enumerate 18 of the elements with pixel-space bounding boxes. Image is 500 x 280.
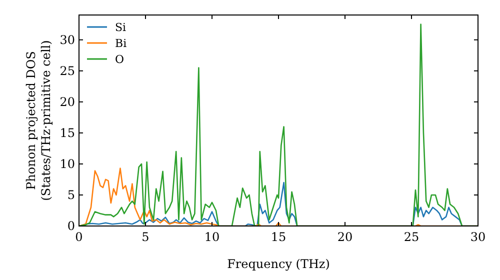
y-tick-label: 0 [67, 219, 75, 233]
x-axis-title: Frequency (THz) [227, 257, 330, 271]
x-tick-label: 20 [337, 230, 353, 244]
y-axis-title: Phonon projected DOS (States/THz·primitive cell) [24, 40, 53, 201]
x-tick-label: 25 [404, 230, 420, 244]
legend-label: O [115, 53, 124, 66]
x-tick-label: 15 [270, 230, 286, 244]
x-tick-label: 5 [142, 230, 150, 244]
y-tick-label: 20 [60, 94, 75, 109]
y-tick-label: 5 [67, 188, 75, 202]
y-tick-label: 25 [60, 64, 75, 78]
legend-label: Si [115, 21, 127, 34]
legend-label: Bi [115, 37, 128, 50]
x-tick-label: 10 [204, 230, 220, 244]
y-tick-label: 30 [60, 32, 75, 47]
y-tick-label: 10 [60, 156, 75, 171]
y-tick-label: 15 [60, 126, 75, 140]
x-tick-label: 30 [470, 230, 486, 244]
